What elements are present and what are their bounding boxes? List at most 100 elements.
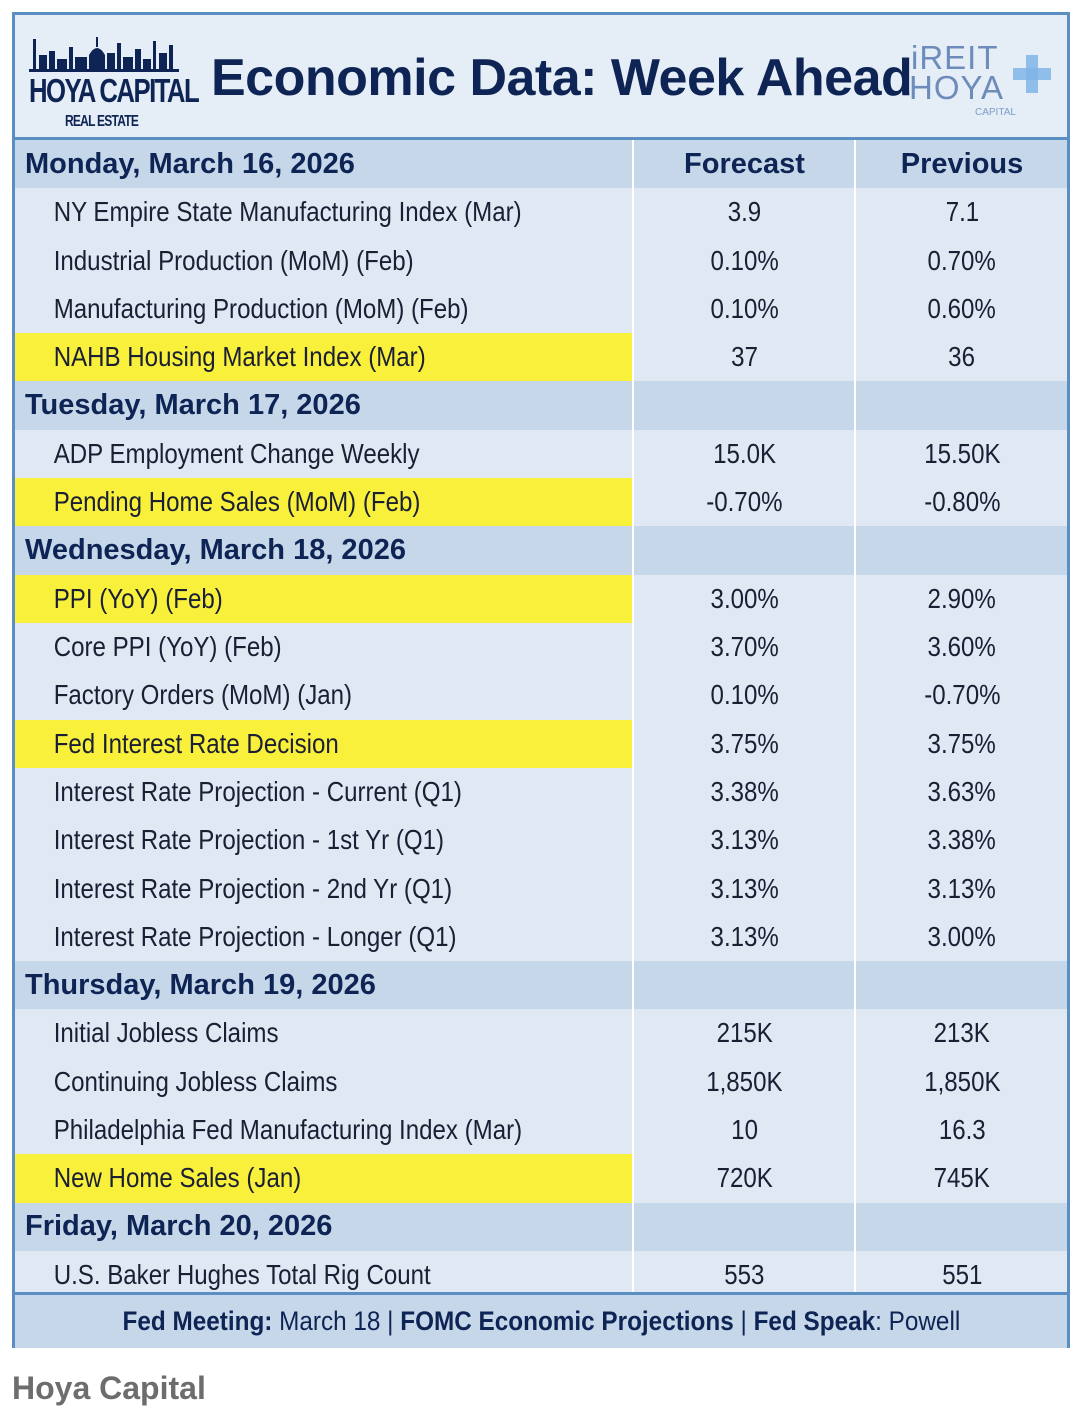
day-header-row: Tuesday, March 17, 2026 — [15, 381, 1067, 430]
forecast-value: 3.13% — [710, 824, 779, 856]
column-divider — [632, 526, 634, 575]
indicator-label: Philadelphia Fed Manufacturing Index (Ma… — [15, 1106, 632, 1154]
column-divider — [854, 574, 856, 623]
economic-calendar-card: HOYA CAPITAL REAL ESTATE Economic Data: … — [12, 12, 1070, 1348]
indicator-label: Manufacturing Production (MoM) (Feb) — [15, 285, 632, 333]
previous-value: 213K — [933, 1017, 991, 1049]
fed-meeting-label: Fed Meeting: — [122, 1306, 272, 1336]
column-divider — [854, 767, 856, 817]
indicator-label-highlighted: Fed Interest Rate Decision — [15, 719, 632, 768]
column-divider — [854, 1009, 856, 1058]
column-divider — [632, 1154, 634, 1203]
previous-value: 0.60% — [927, 293, 997, 325]
previous-value: 3.13% — [927, 872, 997, 904]
indicator-name: NY Empire State Manufacturing Index (Mar… — [53, 196, 522, 228]
previous-value: 0.70% — [927, 244, 997, 276]
indicator-name: Fed Interest Rate Decision — [53, 727, 339, 759]
column-divider — [632, 478, 634, 527]
table-row: Continuing Jobless Claims 1,850K 1,850K — [15, 1057, 1067, 1106]
fed-meeting-value: March 18 | — [271, 1306, 400, 1336]
column-divider — [854, 719, 856, 768]
forecast-value: 15.0K — [713, 437, 776, 469]
forecast-value: 1,850K — [706, 1065, 783, 1097]
forecast-cell: 1,850K — [635, 1058, 854, 1106]
footer-bar: Fed Meeting: March 18 | FOMC Economic Pr… — [15, 1292, 1067, 1348]
previous-value: 3.60% — [927, 631, 997, 663]
forecast-value: 37 — [731, 341, 758, 373]
previous-cell: 1,850K — [857, 1058, 1067, 1106]
previous-cell: 3.63% — [857, 768, 1067, 816]
forecast-cell: 15.0K — [635, 430, 854, 478]
column-divider — [854, 1154, 856, 1203]
forecast-cell: 10 — [635, 1106, 854, 1154]
forecast-column-header: Forecast — [684, 147, 805, 180]
table-row: Interest Rate Projection - 2nd Yr (Q1) 3.… — [15, 864, 1067, 913]
day-date: Thursday, March 19, 2026 — [25, 968, 376, 1001]
previous-value: 3.75% — [927, 727, 997, 759]
previous-column-header — [857, 381, 1067, 429]
column-divider — [632, 1009, 634, 1058]
forecast-cell: 3.13% — [635, 816, 854, 864]
previous-cell: 15.50K — [857, 430, 1067, 478]
indicator-label: Interest Rate Projection - Current (Q1) — [15, 768, 632, 816]
column-divider — [854, 381, 856, 430]
day-date: Wednesday, March 18, 2026 — [25, 534, 406, 567]
column-divider — [854, 961, 856, 1010]
table-row: New Home Sales (Jan) 720K 745K — [15, 1154, 1067, 1203]
column-divider — [632, 671, 634, 720]
column-divider — [632, 1202, 634, 1251]
table-row: ADP Employment Change Weekly 15.0K 15.50K — [15, 429, 1067, 479]
forecast-value: 3.38% — [710, 776, 779, 807]
column-divider — [854, 1057, 856, 1106]
column-divider — [632, 1057, 634, 1106]
previous-cell: 16.3 — [857, 1106, 1067, 1154]
column-divider — [632, 1105, 634, 1155]
ireit-logo-text: iREIT — [911, 39, 999, 76]
previous-cell: 3.38% — [857, 816, 1067, 864]
day-date: Friday, March 20, 2026 — [25, 1210, 333, 1243]
hoya-capital-logo: HOYA CAPITAL REAL ESTATE — [29, 33, 200, 137]
indicator-name: Interest Rate Projection - Current (Q1) — [53, 776, 462, 807]
forecast-cell: 3.13% — [635, 913, 854, 961]
column-divider — [854, 333, 856, 382]
indicator-label: NY Empire State Manufacturing Index (Mar… — [15, 188, 632, 236]
indicator-name: U.S. Baker Hughes Total Rig Count — [53, 1258, 431, 1290]
column-divider — [632, 767, 634, 817]
previous-column-header — [857, 961, 1067, 1009]
previous-cell: 745K — [857, 1154, 1067, 1202]
column-divider — [632, 381, 634, 430]
previous-cell: 213K — [857, 1009, 1067, 1057]
indicator-label-highlighted: NAHB Housing Market Index (Mar) — [15, 333, 632, 382]
column-divider — [632, 912, 634, 962]
previous-value: 745K — [933, 1162, 991, 1194]
header: HOYA CAPITAL REAL ESTATE Economic Data: … — [15, 15, 1067, 137]
indicator-label-highlighted: Pending Home Sales (MoM) (Feb) — [15, 478, 632, 527]
previous-cell: 0.70% — [857, 237, 1067, 285]
indicator-name: Interest Rate Projection - 2nd Yr (Q1) — [53, 872, 453, 904]
indicator-name: Pending Home Sales (MoM) (Feb) — [53, 486, 421, 518]
column-divider — [854, 140, 856, 189]
forecast-value: 3.13% — [710, 872, 779, 904]
column-divider — [854, 622, 856, 672]
table-row: Interest Rate Projection - Longer (Q1) 3.… — [15, 912, 1067, 962]
indicator-label: Factory Orders (MoM) (Jan) — [15, 671, 632, 719]
column-divider — [632, 816, 634, 865]
forecast-value: 215K — [716, 1017, 773, 1049]
forecast-cell: 3.9 — [635, 188, 854, 236]
previous-value: 1,850K — [923, 1065, 1001, 1097]
column-divider — [854, 816, 856, 865]
logo-brand-text: HOYA CAPITAL — [29, 72, 200, 109]
previous-value: 3.00% — [927, 920, 997, 952]
column-divider — [632, 236, 634, 285]
forecast-cell: 3.13% — [635, 864, 854, 912]
table-row: Manufacturing Production (MoM) (Feb) 0.10… — [15, 284, 1067, 334]
table-row: Core PPI (YoY) (Feb) 3.70% 3.60% — [15, 622, 1067, 672]
column-divider — [632, 719, 634, 768]
previous-cell: 3.13% — [857, 864, 1067, 912]
fed-speak-label: Fed Speak — [753, 1306, 875, 1336]
economic-data-table: Monday, March 16, 2026 Forecast Previous NY… — [15, 140, 1067, 1300]
column-divider — [854, 1250, 856, 1300]
column-divider — [854, 429, 856, 479]
indicator-label: Interest Rate Projection - 2nd Yr (Q1) — [15, 864, 632, 912]
table-row: NAHB Housing Market Index (Mar) 37 36 — [15, 333, 1067, 382]
